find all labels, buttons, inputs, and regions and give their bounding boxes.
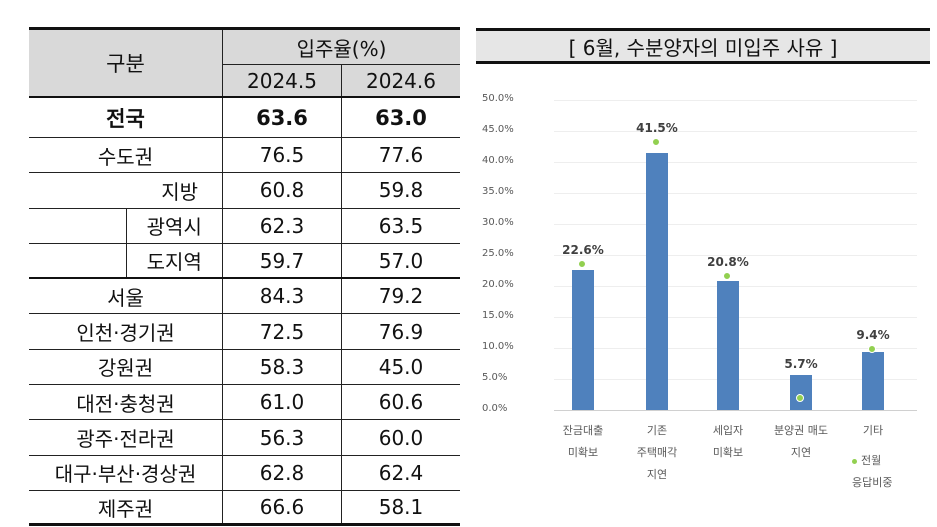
bar — [790, 374, 812, 410]
row-value-jun: 79.2 — [378, 284, 424, 309]
table-row: 전국 63.6 63.0 — [29, 98, 460, 138]
table-row: 강원권 58.3 45.0 — [29, 349, 460, 386]
row-value-jun: 76.9 — [378, 319, 424, 344]
row-label: 전국 — [29, 98, 223, 137]
row-value-may: 61.0 — [223, 385, 342, 420]
row-value-jun: 63.0 — [375, 105, 427, 130]
row-value-may: 62.3 — [223, 208, 342, 243]
table-row: 도지역 59.7 57.0 — [29, 243, 460, 280]
row-value-jun: 60.0 — [378, 425, 424, 450]
table-row: 수도권 76.5 77.6 — [29, 138, 460, 174]
row-value-may: 58.3 — [223, 349, 342, 385]
row-value-jun: 59.8 — [378, 178, 424, 203]
legend-label-line1: 전월 — [861, 454, 882, 467]
x-category-label: 기존 주택매각 지연 — [636, 424, 678, 481]
row-label: 도지역 — [125, 243, 223, 278]
x-category-label: 기타 — [862, 424, 884, 437]
row-label: 제주권 — [29, 490, 223, 524]
bar-value-label: 5.7% — [784, 356, 818, 371]
y-tick-label: 5.0% — [482, 372, 508, 383]
legend-label-line2: 응답비중 — [852, 476, 893, 489]
gridline — [554, 162, 917, 163]
table-row: 서울 84.3 79.2 — [29, 279, 460, 315]
table-row: 인천·경기권 72.5 76.9 — [29, 314, 460, 350]
row-value-may: 66.6 — [223, 490, 342, 524]
table-header: 구분 입주율(%) 2024.5 2024.6 — [29, 27, 460, 98]
header-period-2: 2024.6 — [366, 68, 436, 93]
bar — [572, 269, 594, 410]
y-tick-label: 45.0% — [482, 124, 514, 135]
table-row: 광주·전라권 56.3 60.0 — [29, 420, 460, 456]
row-value-may: 84.3 — [223, 279, 342, 314]
row-label: 인천·경기권 — [29, 314, 223, 349]
row-label: 강원권 — [29, 349, 223, 385]
row-label: 지방 — [29, 173, 223, 208]
table-row: 제주권 66.6 58.1 — [29, 490, 460, 527]
table-row: 대전·충청권 61.0 60.6 — [29, 385, 460, 421]
row-value-jun: 57.0 — [378, 248, 424, 273]
y-tick-label: 15.0% — [482, 310, 514, 321]
previous-month-marker — [578, 259, 586, 268]
bar — [862, 351, 884, 410]
legend-marker-icon — [852, 458, 857, 464]
x-category-label: 세입자 미확보 — [712, 424, 744, 459]
bar-value-label: 41.5% — [636, 120, 678, 135]
bar-value-label: 22.6% — [562, 242, 604, 257]
row-value-jun: 63.5 — [378, 213, 424, 238]
row-label: 대전·충청권 — [29, 385, 223, 420]
row-value-may: 60.8 — [223, 173, 342, 208]
previous-month-marker — [868, 345, 876, 354]
row-value-jun: 45.0 — [378, 354, 424, 379]
gridline — [554, 224, 917, 225]
row-value-may: 56.3 — [223, 420, 342, 455]
row-label: 서울 — [29, 279, 223, 314]
table-row: 지방 60.8 59.8 — [29, 173, 460, 209]
y-tick-label: 25.0% — [482, 248, 514, 259]
row-value-may: 72.5 — [223, 314, 342, 349]
row-value-may: 63.6 — [223, 98, 342, 137]
bar — [717, 281, 739, 410]
gridline — [554, 131, 917, 132]
gridline — [554, 255, 917, 256]
bar-value-label: 9.4% — [856, 328, 890, 343]
y-tick-label: 40.0% — [482, 155, 514, 166]
y-tick-label: 10.0% — [482, 341, 514, 352]
row-value-jun: 62.4 — [378, 460, 424, 485]
header-group: 입주율(%) — [223, 30, 460, 65]
y-tick-label: 35.0% — [482, 186, 514, 197]
row-label: 광주·전라권 — [29, 420, 223, 455]
chart-title: [ 6월, 수분양자의 미입주 사유 ] — [476, 28, 930, 64]
y-tick-label: 30.0% — [482, 217, 514, 228]
non-occupancy-reasons-chart: 전월 응답비중 0.0% 5.0% 10.0% 15.0% 20.0% 25.0% 30.0… — [476, 70, 937, 527]
header-category: 구분 — [29, 30, 223, 96]
gridline — [554, 193, 917, 194]
previous-month-marker — [723, 271, 731, 280]
occupancy-rate-table: 구분 입주율(%) 2024.5 2024.6 전국 63.6 63.0 수도권… — [29, 27, 460, 527]
row-value-may: 59.7 — [223, 243, 342, 278]
previous-month-marker — [796, 393, 804, 402]
x-category-label: 분양권 매도 지연 — [773, 424, 829, 459]
row-value-jun: 58.1 — [378, 495, 424, 520]
previous-month-marker — [652, 137, 660, 146]
chart-legend: 전월 응답비중 — [852, 450, 892, 494]
y-tick-label: 50.0% — [482, 93, 514, 104]
row-value-jun: 60.6 — [378, 390, 424, 415]
table-row: 대구·부산·경상권 62.8 62.4 — [29, 455, 460, 491]
bar-value-label: 20.8% — [707, 254, 749, 269]
table-row: 광역시 62.3 63.5 — [29, 208, 460, 244]
y-tick-label: 0.0% — [482, 403, 508, 414]
y-tick-label: 20.0% — [482, 279, 514, 290]
row-label: 수도권 — [29, 138, 223, 173]
row-value-jun: 77.6 — [378, 143, 424, 168]
row-value-may: 76.5 — [223, 138, 342, 173]
x-category-label: 잔금대출 미확보 — [562, 424, 604, 459]
row-label: 대구·부산·경상권 — [29, 455, 223, 490]
gridline — [554, 100, 917, 101]
header-period-1: 2024.5 — [223, 65, 342, 96]
bar — [646, 152, 668, 410]
row-label: 광역시 — [125, 208, 223, 243]
x-axis-line — [554, 410, 917, 411]
row-value-may: 62.8 — [223, 455, 342, 490]
